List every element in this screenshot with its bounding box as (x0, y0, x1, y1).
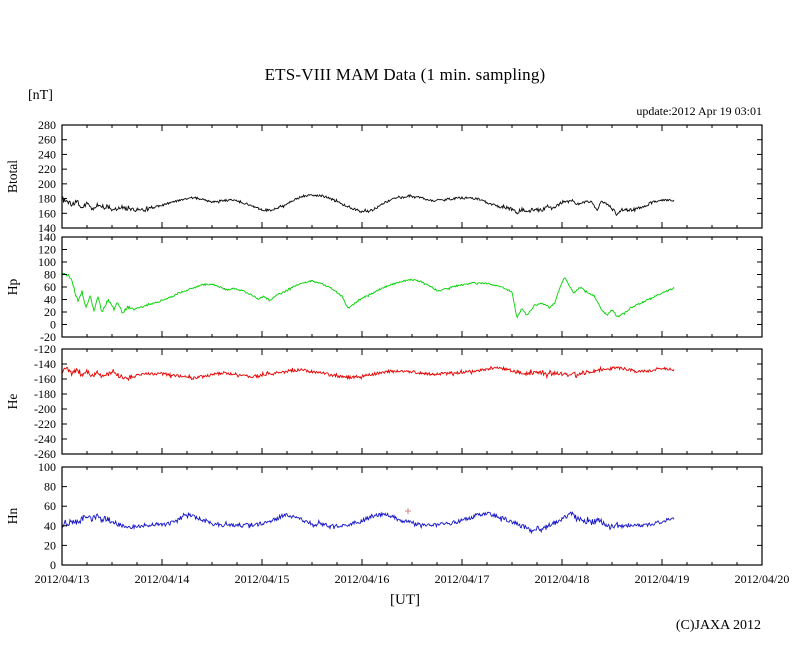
copyright-label: (C)JAXA 2012 (675, 618, 761, 633)
hn-trace (62, 511, 675, 535)
x-tick-label: 2012/04/19 (635, 572, 690, 586)
y-tick-label: -20 (40, 330, 56, 344)
y-tick-label: 160 (38, 206, 56, 220)
btotal-trace (62, 193, 675, 217)
panel-ticks-btotal (61, 124, 763, 229)
chart-title: ETS-VIII MAM Data (1 min. sampling) (264, 65, 546, 84)
y-tick-label: 120 (38, 243, 56, 257)
axis-label-hp: Hp (5, 279, 20, 296)
y-tick-label: 60 (44, 280, 56, 294)
y-tick-label: -180 (34, 387, 56, 401)
y-tick-label: 100 (38, 255, 56, 269)
x-tick-label: 2012/04/15 (235, 572, 290, 586)
y-tick-label: -260 (34, 447, 56, 461)
y-tick-label: 80 (44, 268, 56, 282)
y-tick-label: -140 (34, 357, 56, 371)
y-tick-label: -220 (34, 417, 56, 431)
y-tick-label: 40 (44, 293, 56, 307)
axis-label-hn: Hn (5, 508, 20, 525)
panel-ticks-hp (61, 236, 763, 338)
y-tick-label: 280 (38, 118, 56, 132)
panel-ticks-hn (61, 466, 763, 566)
y-tick-label: 60 (44, 499, 56, 513)
x-tick-label: 2012/04/13 (35, 572, 90, 586)
y-tick-label: 260 (38, 133, 56, 147)
he-trace (62, 365, 675, 382)
x-axis-label: [UT] (390, 592, 420, 608)
y-tick-label: 20 (44, 305, 56, 319)
stray-marker (405, 508, 411, 515)
y-tick-label: 80 (44, 480, 56, 494)
x-tick-label: 2012/04/18 (535, 572, 590, 586)
update-timestamp: update:2012 Apr 19 03:01 (636, 104, 762, 118)
panel-frame-he (61, 348, 763, 455)
x-tick-label: 2012/04/16 (335, 572, 390, 586)
hp-trace (62, 272, 675, 319)
x-tick-label: 2012/04/20 (735, 572, 790, 586)
y-tick-label: 240 (38, 147, 56, 161)
y-tick-label: 220 (38, 162, 56, 176)
panel-ticks-he (61, 348, 763, 455)
y-tick-label: 0 (50, 318, 56, 332)
x-tick-label: 2012/04/14 (135, 572, 190, 586)
y-tick-label: 140 (38, 230, 56, 244)
y-unit-label: [nT] (28, 88, 53, 103)
panel-frame-hn (61, 466, 763, 566)
axis-label-btotal: Btotal (5, 160, 20, 193)
y-tick-label: -120 (34, 342, 56, 356)
y-tick-label: 0 (50, 558, 56, 572)
y-tick-label: -240 (34, 432, 56, 446)
y-tick-label: 180 (38, 192, 56, 206)
y-tick-label: 140 (38, 221, 56, 235)
panel-frame-btotal (61, 124, 763, 229)
y-tick-label: 200 (38, 177, 56, 191)
y-tick-label: -160 (34, 372, 56, 386)
y-tick-label: 100 (38, 460, 56, 474)
x-tick-label: 2012/04/17 (435, 572, 490, 586)
y-tick-label: 40 (44, 519, 56, 533)
axis-label-he: He (5, 394, 20, 410)
y-tick-label: -200 (34, 402, 56, 416)
panel-frame-hp (61, 236, 763, 338)
y-tick-label: 20 (44, 538, 56, 552)
